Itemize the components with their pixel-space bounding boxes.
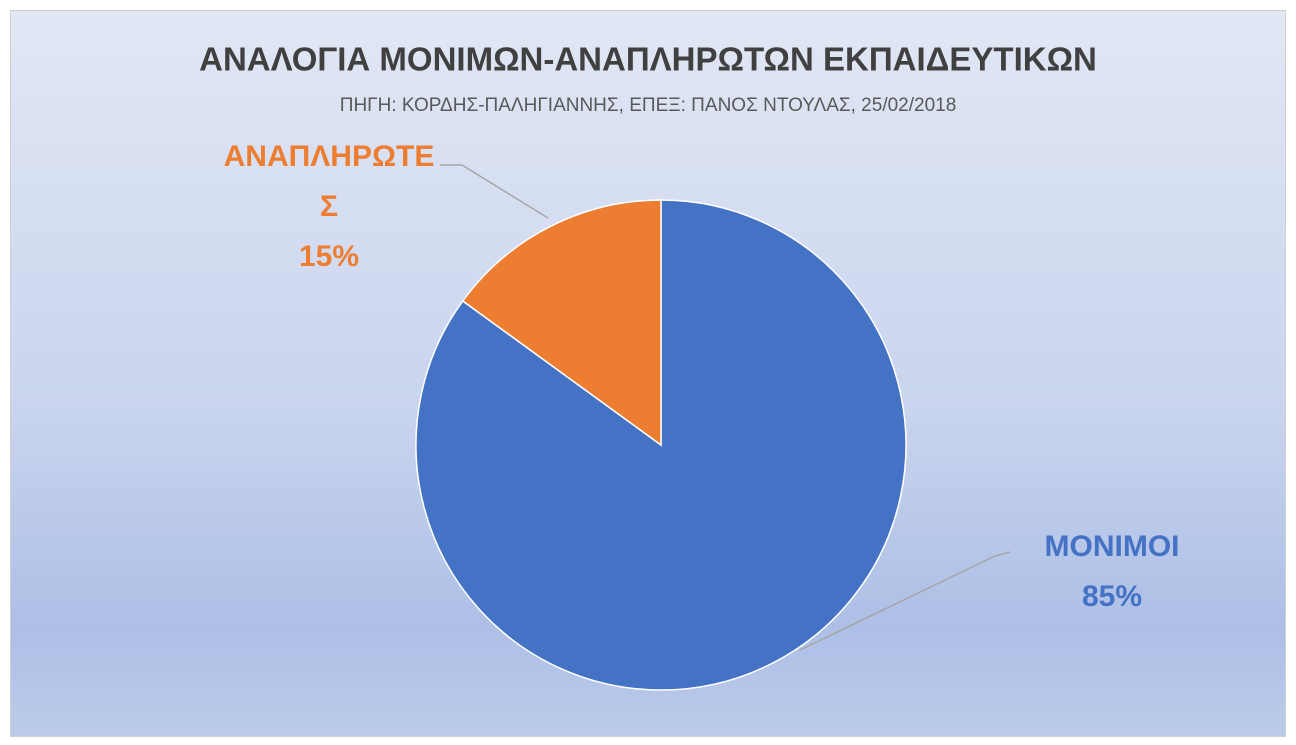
- category-label: ΜΟΝΙΜΟΙ: [1044, 530, 1180, 563]
- value-label: 15%: [298, 240, 360, 273]
- pie-slice: [461, 199, 662, 447]
- value-label: 85%: [1081, 580, 1143, 613]
- category-label: ΑΝΑΠΛΗΡΩΤΕΣ: [223, 140, 435, 223]
- chart-subtitle: ΠΗΓΗ: ΚΟΡΔΗΣ-ΠΑΛΗΓΙΑΝΝΗΣ, ΕΠΕΞ: ΠΑΝΟΣ ΝΤ…: [340, 95, 957, 116]
- data-label: ΜΟΝΙΜΟΙ 85%: [962, 522, 1262, 622]
- leader-line: [799, 551, 1011, 651]
- pie-slice: [415, 199, 907, 691]
- leader-line: [440, 164, 549, 219]
- chart-title: ΑΝΑΛΟΓΙΑ ΜΟΝΙΜΩΝ-ΑΝΑΠΛΗΡΩΤΩΝ ΕΚΠΑΙΔΕΥΤΙΚ…: [199, 41, 1097, 78]
- data-label: ΑΝΑΠΛΗΡΩΤΕΣ 15%: [215, 132, 443, 282]
